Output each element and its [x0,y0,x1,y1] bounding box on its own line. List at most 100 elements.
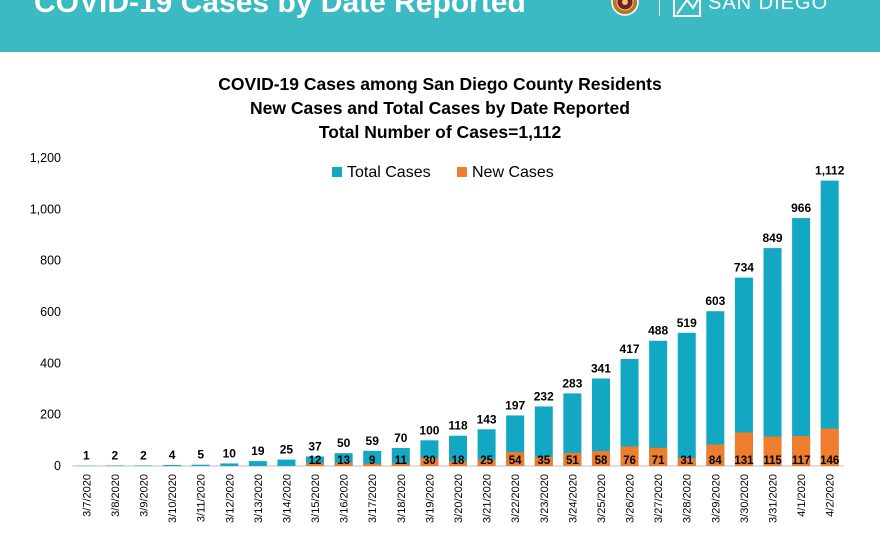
total-cases-bar [734,277,753,466]
chart-title-line-1: COVID-19 Cases among San Diego County Re… [218,74,662,94]
x-tick-label: 3/16/2020 [339,474,351,523]
y-tick-label: 400 [40,356,61,370]
new-cases-label: 117 [792,455,811,467]
x-tick-label: 4/2/2020 [825,474,837,517]
x-tick-label: 3/7/2020 [81,474,93,517]
new-cases-label: 12 [309,455,322,467]
total-cases-label: 70 [394,431,408,445]
x-tick-label: 3/28/2020 [682,474,694,523]
total-cases-label: 2 [140,448,147,462]
live-well-logo-icon [673,0,701,17]
new-cases-label: 54 [509,455,522,467]
chart-title: COVID-19 Cases among San Diego County Re… [0,72,880,144]
county-seal-icon [611,0,639,16]
total-cases-label: 488 [648,324,668,338]
total-cases-label: 283 [562,376,582,390]
total-cases-bar [363,450,382,466]
new-cases-bar [820,428,839,466]
x-tick-label: 3/15/2020 [310,474,322,523]
total-cases-label: 59 [366,434,380,448]
legend-total-label: Total Cases [347,164,431,181]
total-cases-bar [306,456,325,466]
total-cases-bar [706,311,725,466]
x-tick-label: 3/10/2020 [167,474,179,523]
x-tick-label: 3/8/2020 [110,474,122,517]
total-cases-bar [134,465,153,466]
x-tick-label: 3/31/2020 [768,474,780,523]
x-tick-label: 4/1/2020 [796,474,808,517]
new-cases-label: 13 [337,455,350,467]
total-cases-label: 19 [251,444,265,458]
total-cases-label: 100 [419,423,439,437]
total-cases-label: 143 [477,412,497,426]
total-cases-bar [191,464,210,466]
x-tick-label: 3/22/2020 [510,474,522,523]
total-cases-label: 966 [791,201,811,215]
new-cases-bar [620,446,639,466]
total-cases-label: 734 [734,261,754,275]
total-cases-label: 603 [705,294,725,308]
new-cases-label: 131 [734,455,754,467]
x-tick-label: 3/30/2020 [739,474,751,523]
total-cases-bar [563,393,582,466]
logo-text: SAN DIEGO [708,0,829,14]
total-cases-bar [449,435,467,466]
new-cases-label: 9 [369,455,375,467]
x-tick-label: 3/21/2020 [482,474,494,523]
total-cases-bar [163,464,182,466]
new-cases-label: 58 [595,455,608,467]
total-cases-bar [792,218,811,466]
total-cases-label: 10 [223,446,237,460]
y-tick-label: 0 [54,459,61,473]
new-cases-bar [477,459,496,466]
legend-total-swatch [332,167,342,177]
total-cases-label: 519 [677,316,697,330]
new-cases-bar [677,458,696,466]
total-cases-bar [220,463,239,466]
new-cases-label: 51 [566,455,579,467]
total-cases-label: 417 [620,342,640,356]
total-cases-bar [477,429,496,466]
new-cases-bar [792,435,811,466]
new-cases-bar [420,458,439,466]
x-tick-label: 3/26/2020 [625,474,637,523]
new-cases-bar [734,432,753,466]
x-tick-label: 3/14/2020 [281,474,293,523]
total-cases-bar [620,358,639,466]
header-bar: COVID-19 Cases by Date Reported SAN DIEG… [0,0,880,52]
new-cases-label: 18 [452,455,465,467]
y-tick-label: 1,000 [30,202,61,216]
total-cases-label: 5 [197,448,204,462]
total-cases-bar [763,248,782,466]
total-cases-bar [105,465,124,466]
new-cases-bar [391,463,410,466]
x-tick-label: 3/19/2020 [424,474,436,523]
total-cases-bar [534,406,553,466]
new-cases-label: 71 [652,455,665,467]
total-cases-bar [277,459,296,466]
new-cases-label: 30 [423,455,436,467]
x-tick-label: 3/20/2020 [453,474,465,523]
total-cases-label: 4 [169,448,176,462]
chart-title-line-3: Total Number of Cases=1,112 [318,122,562,142]
total-cases-label: 37 [308,440,322,454]
x-tick-label: 3/12/2020 [224,474,236,523]
x-tick-label: 3/29/2020 [710,474,722,523]
new-cases-bar [591,451,610,466]
total-cases-label: 197 [505,398,525,412]
legend-new-swatch [457,167,467,177]
total-cases-bar [591,378,610,466]
header-title: COVID-19 Cases by Date Reported [34,0,526,19]
x-tick-label: 3/18/2020 [396,474,408,523]
x-tick-label: 3/17/2020 [367,474,379,523]
x-tick-label: 3/9/2020 [138,474,150,517]
new-cases-label: 84 [709,455,722,467]
x-tick-label: 3/24/2020 [567,474,579,523]
logo-divider [659,0,660,16]
y-tick-label: 800 [40,254,61,268]
new-cases-bar [534,457,553,466]
total-cases-label: 25 [280,443,294,457]
total-cases-label: 2 [112,448,119,462]
total-cases-label: 50 [337,436,351,450]
